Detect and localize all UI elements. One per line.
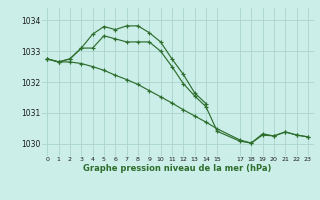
X-axis label: Graphe pression niveau de la mer (hPa): Graphe pression niveau de la mer (hPa): [84, 164, 272, 173]
